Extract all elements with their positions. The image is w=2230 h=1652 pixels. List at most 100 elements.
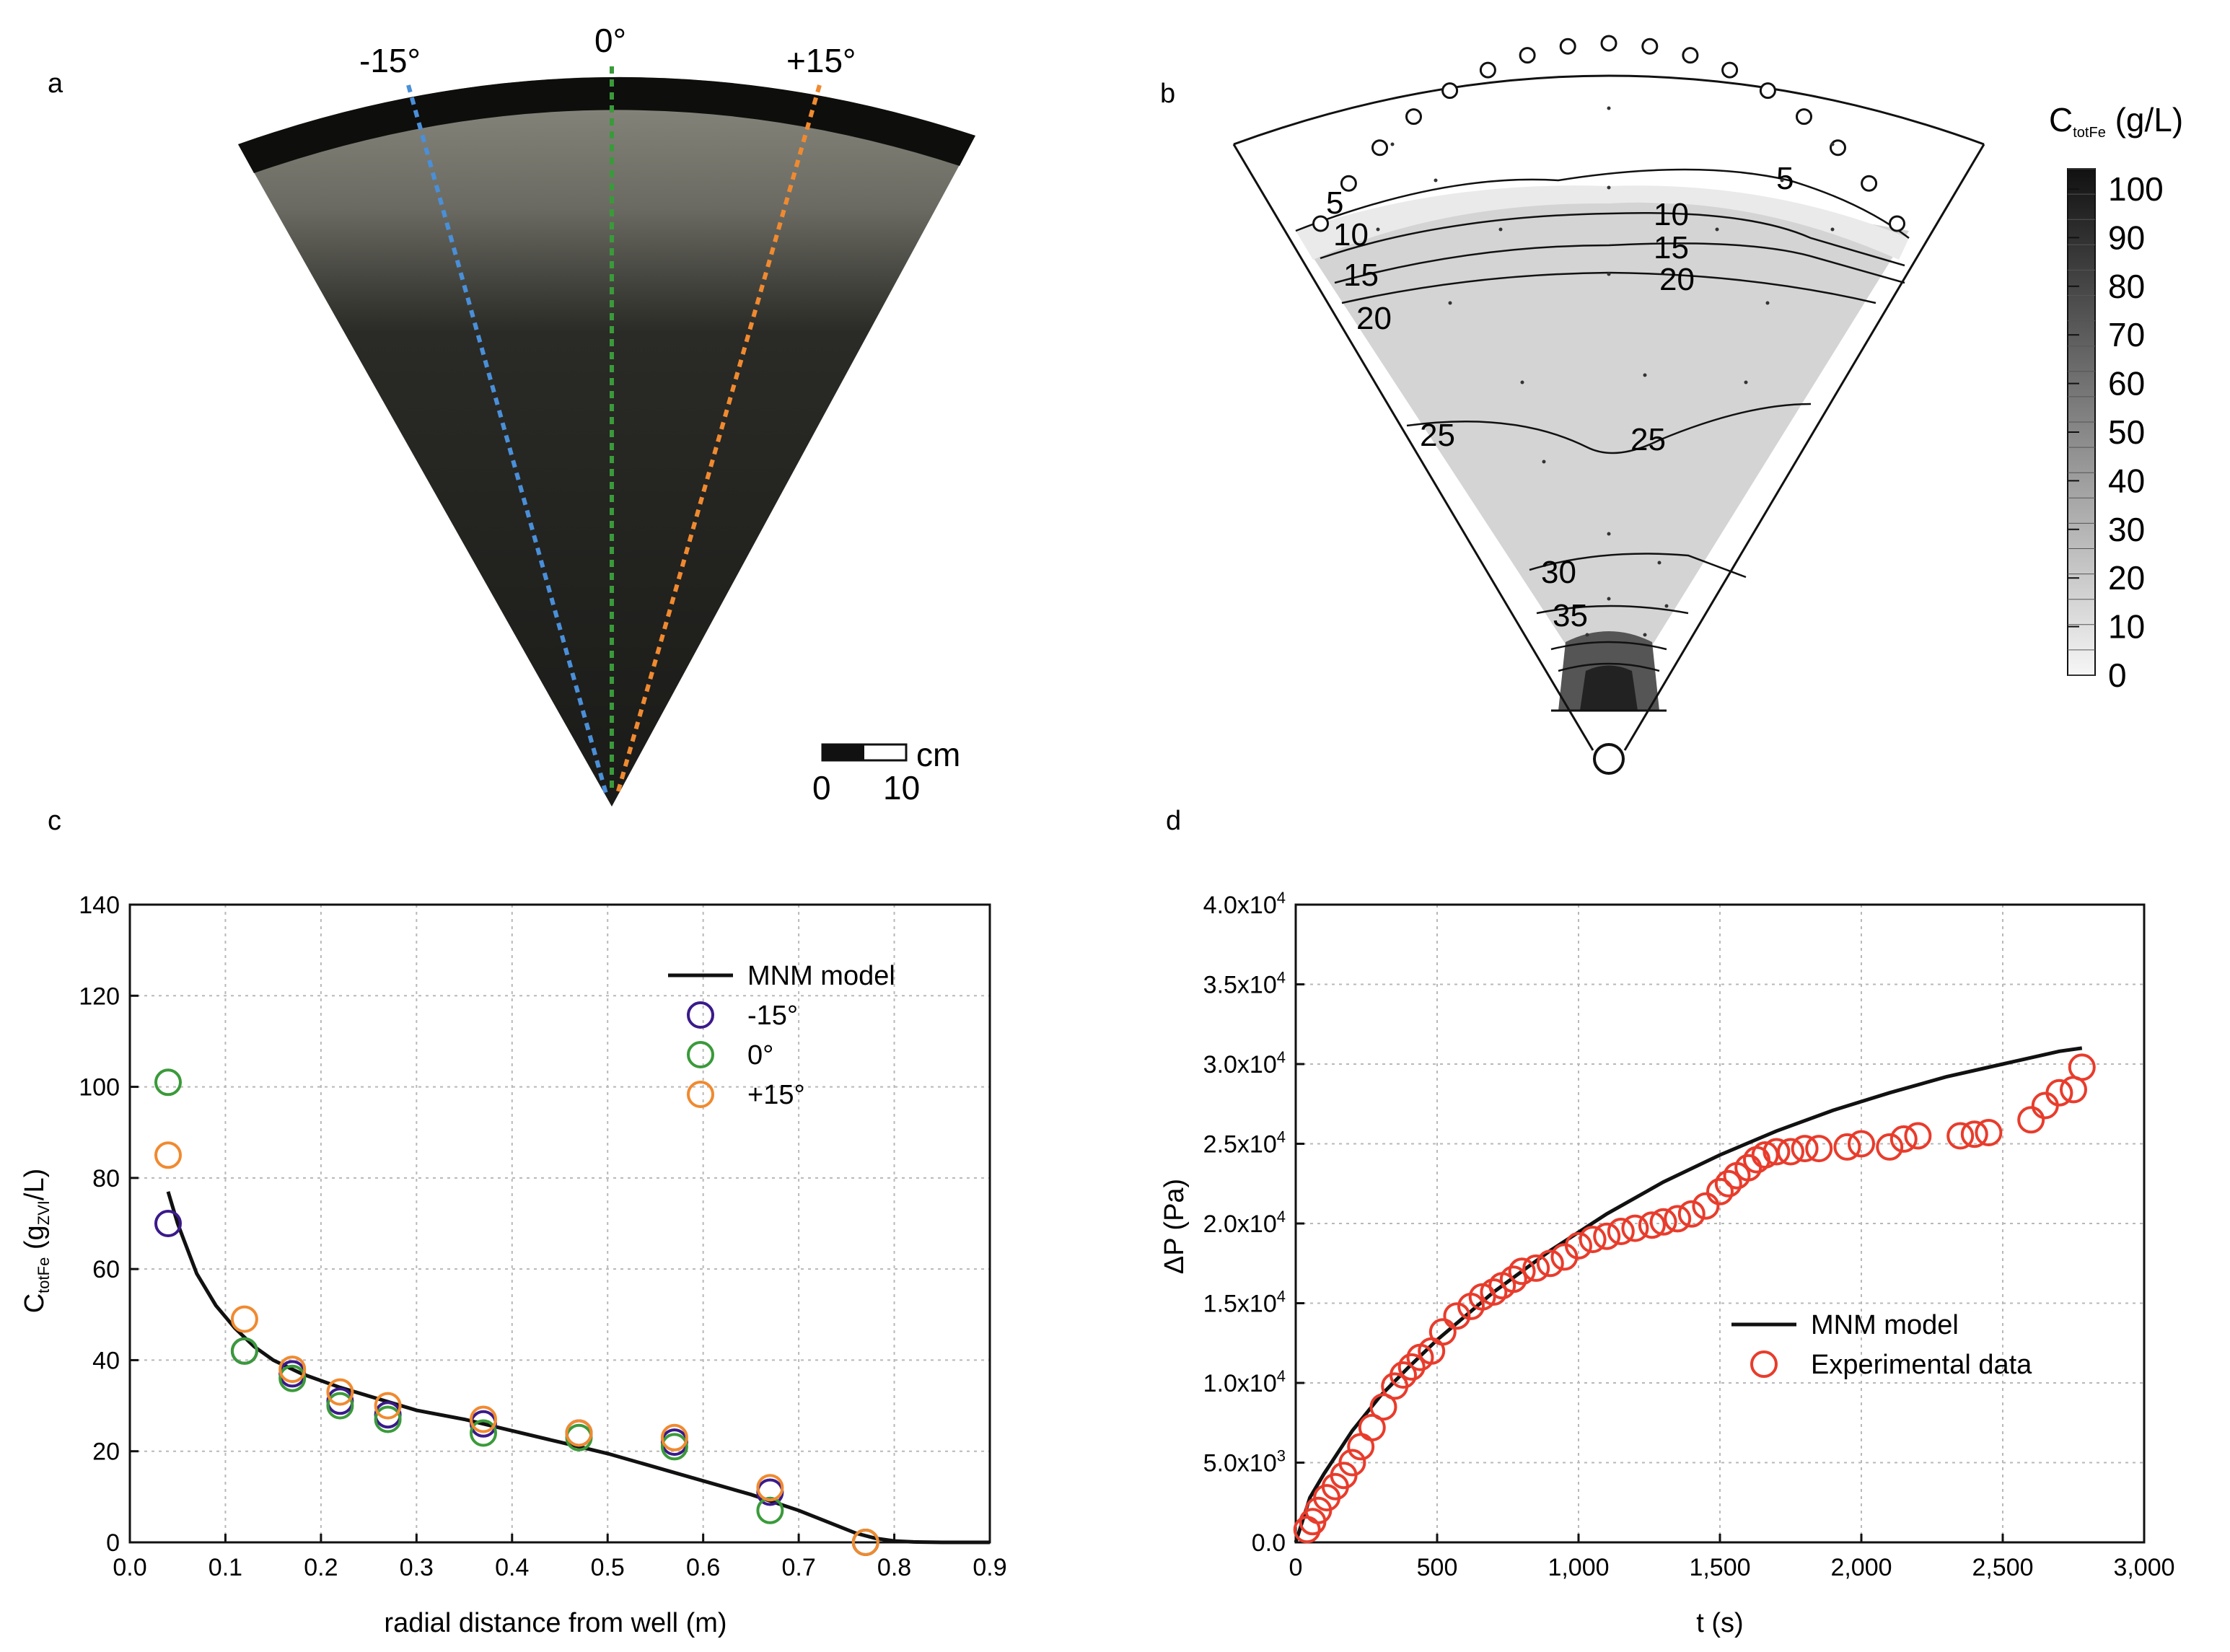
plot-frame: [128, 903, 991, 1544]
data-point: [1706, 1177, 1734, 1205]
data-point: [154, 1210, 182, 1237]
sector-photo: [238, 76, 975, 807]
x-tick-label: 0: [1289, 1554, 1303, 1581]
colorbar-tick-label: 0: [2108, 656, 2127, 694]
data-point: [1714, 1169, 1742, 1198]
colorbar-tick-label: 70: [2108, 316, 2145, 353]
sampling-point: [1434, 178, 1438, 183]
scale-bar-unit: cm: [916, 736, 960, 773]
data-point: [1692, 1192, 1720, 1220]
sampling-point: [1498, 227, 1503, 232]
sampling-point: [1390, 142, 1395, 146]
data-point: [374, 1405, 402, 1433]
x-tick-label: 0.6: [686, 1554, 720, 1581]
x-tick-label: 2,000: [1830, 1554, 1892, 1581]
contour-label-15-right: 15: [1654, 230, 1689, 265]
data-point: [154, 1068, 182, 1097]
y-tick-label: 0.0: [1252, 1529, 1286, 1557]
sampling-point: [1744, 380, 1748, 385]
data-point: [1833, 1133, 1861, 1161]
contour-label-30: 30: [1541, 555, 1576, 590]
legend-series-swatch: [687, 1001, 714, 1029]
data-point: [2068, 1053, 2096, 1081]
sensor-circle: [1312, 215, 1329, 232]
x-tick-label: 0.9: [973, 1554, 1006, 1581]
sampling-point: [1376, 227, 1380, 232]
contour-region: [1296, 202, 1909, 711]
data-point: [1638, 1211, 1666, 1239]
data-point: [1791, 1135, 1819, 1163]
sampling-point: [1765, 301, 1770, 305]
sampling-point: [1448, 301, 1452, 305]
x-tick-label: 3,000: [2113, 1554, 2174, 1581]
y-tick-label: 1.0x104: [1203, 1367, 1286, 1397]
data-point: [1480, 1278, 1508, 1306]
y-tick-label: 60: [92, 1256, 120, 1283]
data-point: [1593, 1222, 1621, 1250]
contour-label-10-right: 10: [1654, 197, 1689, 232]
contour-label-20-left: 20: [1356, 301, 1392, 336]
panel-a: a -15° 0° +15° cm 0 10: [48, 22, 975, 807]
contour-label-5-left: 5: [1326, 185, 1343, 221]
colorbar-tick-label: 10: [2108, 608, 2145, 646]
sensor-circles: [1312, 35, 1905, 232]
d-xlabel: t (s): [1696, 1608, 1743, 1638]
sensor-circle: [1721, 61, 1739, 79]
panel-d: d 0 500 1,000 1,500 2,000 2,500 3,000 0.0 5.0x10…: [1159, 806, 2175, 1638]
y-tick-label: 2.0x104: [1203, 1208, 1286, 1238]
data-point: [1677, 1200, 1706, 1228]
y-tick-label: 1.5x104: [1203, 1288, 1286, 1318]
sensor-circle: [1479, 61, 1496, 79]
x-tick-label: 1,000: [1548, 1554, 1609, 1581]
data-point: [1499, 1265, 1527, 1293]
contour-label-15-left: 15: [1343, 258, 1379, 293]
fan-outline: [1232, 74, 1985, 751]
data-point: [470, 1405, 497, 1433]
data-point: [1508, 1257, 1536, 1286]
data-point: [1904, 1122, 1932, 1150]
sensor-circle: [1641, 38, 1659, 55]
panel-letter-a: a: [48, 69, 63, 99]
sensor-circle: [1519, 47, 1536, 64]
angle-label-plus-15: +15°: [786, 42, 856, 79]
x-tick-label: 0.2: [304, 1554, 338, 1581]
data-point: [1522, 1254, 1550, 1282]
y-tick-label: 40: [92, 1347, 120, 1374]
data-point: [230, 1337, 258, 1365]
x-tick-label: 2,500: [1972, 1554, 2033, 1581]
sensor-circle: [1340, 175, 1357, 192]
sampling-point: [1643, 373, 1647, 377]
data-point: [1889, 1125, 1918, 1153]
data-point: [1946, 1122, 1975, 1150]
sensor-circle: [1405, 108, 1422, 126]
y-tick-label: 4.0x104: [1203, 889, 1286, 919]
sampling-point: [1542, 460, 1546, 464]
c-xlabel: radial distance from well (m): [384, 1608, 726, 1638]
angle-label-0: 0°: [594, 22, 626, 59]
x-tick-label: 500: [1417, 1554, 1458, 1581]
data-point: [1358, 1413, 1386, 1441]
data-point: [1805, 1135, 1833, 1163]
data-point: [1777, 1138, 1804, 1166]
legend-series-label: 0°: [747, 1040, 773, 1071]
colorbar-tick-label: 90: [2108, 219, 2145, 256]
sensor-circle: [1759, 82, 1776, 100]
data-point: [1960, 1120, 1988, 1148]
sensor-circle: [1559, 38, 1576, 55]
d-ylabel: ΔP (Pa): [1159, 1179, 1190, 1274]
legend-series-label: +15°: [747, 1080, 805, 1110]
y-tick-label: 100: [79, 1074, 120, 1102]
ray-plus-15: [615, 84, 822, 794]
colorbar-tick-label: 100: [2108, 170, 2164, 208]
colorbar-tick-label: 20: [2108, 559, 2145, 597]
sampling-point: [1780, 178, 1784, 183]
legend-series-swatch: [687, 1081, 714, 1108]
sensor-circle: [1441, 82, 1459, 100]
injection-well-marker: [1593, 743, 1625, 775]
scale-bar: cm 0 10: [812, 736, 960, 807]
data-point: [756, 1496, 784, 1524]
y-tick-label: 5.0x103: [1203, 1447, 1286, 1477]
data-point: [1621, 1214, 1649, 1242]
plot-frame: [1294, 903, 2146, 1544]
